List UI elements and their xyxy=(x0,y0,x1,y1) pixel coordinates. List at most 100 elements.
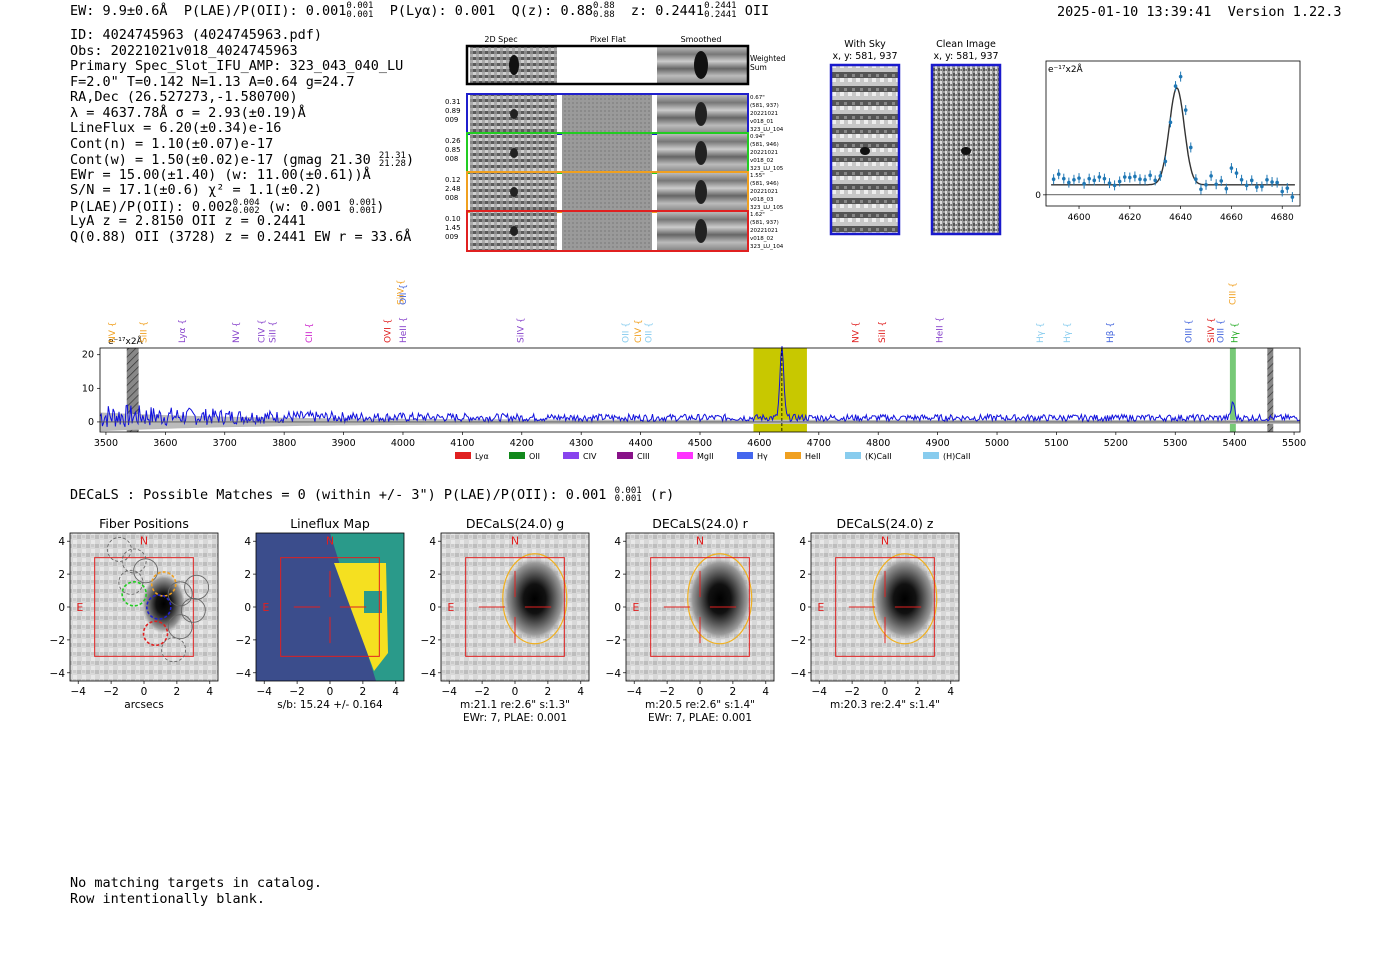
legend-label: (H)CaII xyxy=(943,452,970,461)
spectrum-x-tick-label: 5400 xyxy=(1223,438,1247,449)
weighted-sum-smoothed-source xyxy=(694,51,708,79)
plae-lo: 0.001 xyxy=(346,10,374,20)
fit-point xyxy=(1153,178,1158,183)
spectrum-x-tick-label: 3900 xyxy=(331,438,355,449)
legend-swatch xyxy=(785,452,801,459)
spectrum-line-band xyxy=(1229,348,1236,432)
fiber-circle xyxy=(133,558,159,584)
fit-point xyxy=(1229,166,1234,170)
fit-point xyxy=(1209,174,1213,178)
decals-text: DECaLS : Possible Matches = 0 (within +/… xyxy=(70,487,607,503)
panel-title: Lineflux Map xyxy=(290,516,370,531)
info-plae: P(LAE)/P(OII): 0.0020.004 0.002 (w: 0.001… xyxy=(70,197,385,216)
cutout-pixelflat xyxy=(562,95,652,133)
spectrum-y-tick-label: 20 xyxy=(82,350,94,361)
fiber-circle xyxy=(106,536,132,562)
plae2-w: (w: 0.001 xyxy=(267,198,341,215)
panel-y-tick-label: 4 xyxy=(58,536,65,548)
col-header-smoothed: Smoothed xyxy=(681,35,722,44)
fit-point xyxy=(1188,145,1193,150)
fiber-circle xyxy=(167,614,193,640)
fit-point xyxy=(1143,177,1147,182)
panel-east-label: E xyxy=(817,601,824,614)
fit-point xyxy=(1051,177,1056,182)
fit-point xyxy=(1117,179,1122,184)
fit-point xyxy=(1280,189,1285,194)
fit-layer: 4600 4620 4640 4660 4680 0 xyxy=(1035,71,1300,223)
fit-point xyxy=(1275,180,1279,185)
fiber-circle xyxy=(150,571,177,597)
panel-galaxy xyxy=(502,556,567,641)
spectrum-y-tick-label: 0 xyxy=(88,417,94,428)
panel-region-box xyxy=(650,557,750,657)
panel-y-tick-label: 2 xyxy=(58,569,65,581)
fit-point xyxy=(1214,182,1218,187)
panel-north-label: N xyxy=(326,535,334,548)
datetime: 2025-01-10 13:39:41 xyxy=(1057,4,1212,20)
info-lineflux: LineFlux = 6.20(±0.34)e-16 xyxy=(70,120,282,136)
panel-title: DECaLS(24.0) r xyxy=(652,516,748,531)
cutout-source xyxy=(510,109,518,119)
legend-swatch xyxy=(845,452,861,459)
cutout-right-label: (581, 937) xyxy=(750,220,779,226)
spectral-line-label: SiIV { xyxy=(517,317,527,343)
qz-value: Q(z): 0.88 xyxy=(511,3,593,19)
spectrum-x-tick-label: 4700 xyxy=(807,438,831,449)
cutout-right-label: (581, 946) xyxy=(750,142,779,148)
legend-label: Lyα xyxy=(475,452,489,461)
panel-title: Fiber Positions xyxy=(99,516,189,531)
spectral-line-label: OII { xyxy=(644,322,654,343)
fit-unit-label: e⁻¹⁷x2Å xyxy=(1048,63,1084,75)
footer-notes: No matching targets in catalog. Row inte… xyxy=(70,875,322,907)
spectrum-x-tick-label: 4200 xyxy=(510,438,534,449)
legend-swatch xyxy=(677,452,693,459)
cutout-right-label: 323_LU_104 xyxy=(750,244,784,250)
fit-point xyxy=(1168,120,1173,125)
panel-x-tick-label: −2 xyxy=(474,686,489,698)
fit-model-curve xyxy=(1051,86,1295,186)
panel-y-tick-label: 0 xyxy=(614,602,621,614)
panel-y-tick-label: 2 xyxy=(244,569,251,581)
plya-value: P(Lyα): 0.001 xyxy=(389,3,496,19)
fit-point xyxy=(1249,178,1254,183)
z-hi: 0.2441 xyxy=(704,1,737,11)
panel-aperture xyxy=(872,553,938,645)
panel-y-tick-label: 2 xyxy=(429,569,436,581)
fit-point xyxy=(1092,178,1097,183)
fit-point xyxy=(1219,179,1224,183)
spectral-line-label: CII { xyxy=(305,323,315,343)
fit-point xyxy=(1122,175,1127,179)
decals-lo: 0.001 xyxy=(614,494,642,504)
decals-summary: DECaLS : Possible Matches = 0 (within +/… xyxy=(70,487,675,504)
panel-x-tick-label: −4 xyxy=(70,686,86,698)
spectrum-layer: e⁻¹⁷x2Å 3500 3600 3700 3800 3900 4000 4100 4200 4… xyxy=(82,279,1306,461)
spectral-line-label: OVI { xyxy=(384,319,394,343)
panel-x-tick-label: −2 xyxy=(659,686,674,698)
cutout-right-label: v018_03 xyxy=(750,197,774,203)
cutout-source xyxy=(510,148,518,158)
spectral-line-label: OIII { xyxy=(1184,319,1194,343)
fit-x-tick-label: 4680 xyxy=(1271,213,1294,223)
panels-layer: N E −4 −4 −2 −2 0 0 2 2 4 4 Fiber Positions arcsecs N E… xyxy=(50,516,960,724)
spectral-line-label: SiIV { xyxy=(397,279,407,305)
fit-x-tick-label: 4660 xyxy=(1220,213,1243,223)
spectral-line-label: SiII { xyxy=(878,321,888,343)
spectrum-unit-label: e⁻¹⁷x2Å xyxy=(108,335,144,347)
decals-band: (r) xyxy=(649,487,675,503)
panel-aperture xyxy=(502,553,568,645)
fit-point xyxy=(1285,186,1290,190)
cutout-source xyxy=(510,187,518,197)
fiber-circle xyxy=(184,574,210,600)
panel-x-tick-label: 0 xyxy=(697,686,704,698)
cutout-left-label: 2.48 xyxy=(445,185,461,193)
spectrum-x-tick-label: 4900 xyxy=(926,438,950,449)
cutout-left-label: 008 xyxy=(445,194,458,202)
panel-y-tick-label: 2 xyxy=(799,569,806,581)
fiber-circle xyxy=(180,597,206,623)
spectrum-x-tick-label: 4300 xyxy=(569,438,593,449)
spectrum-x-tick-label: 4800 xyxy=(866,438,890,449)
ew-value: EW: 9.9±0.6Å xyxy=(70,3,168,19)
panel-x-tick-label: 0 xyxy=(327,686,334,698)
